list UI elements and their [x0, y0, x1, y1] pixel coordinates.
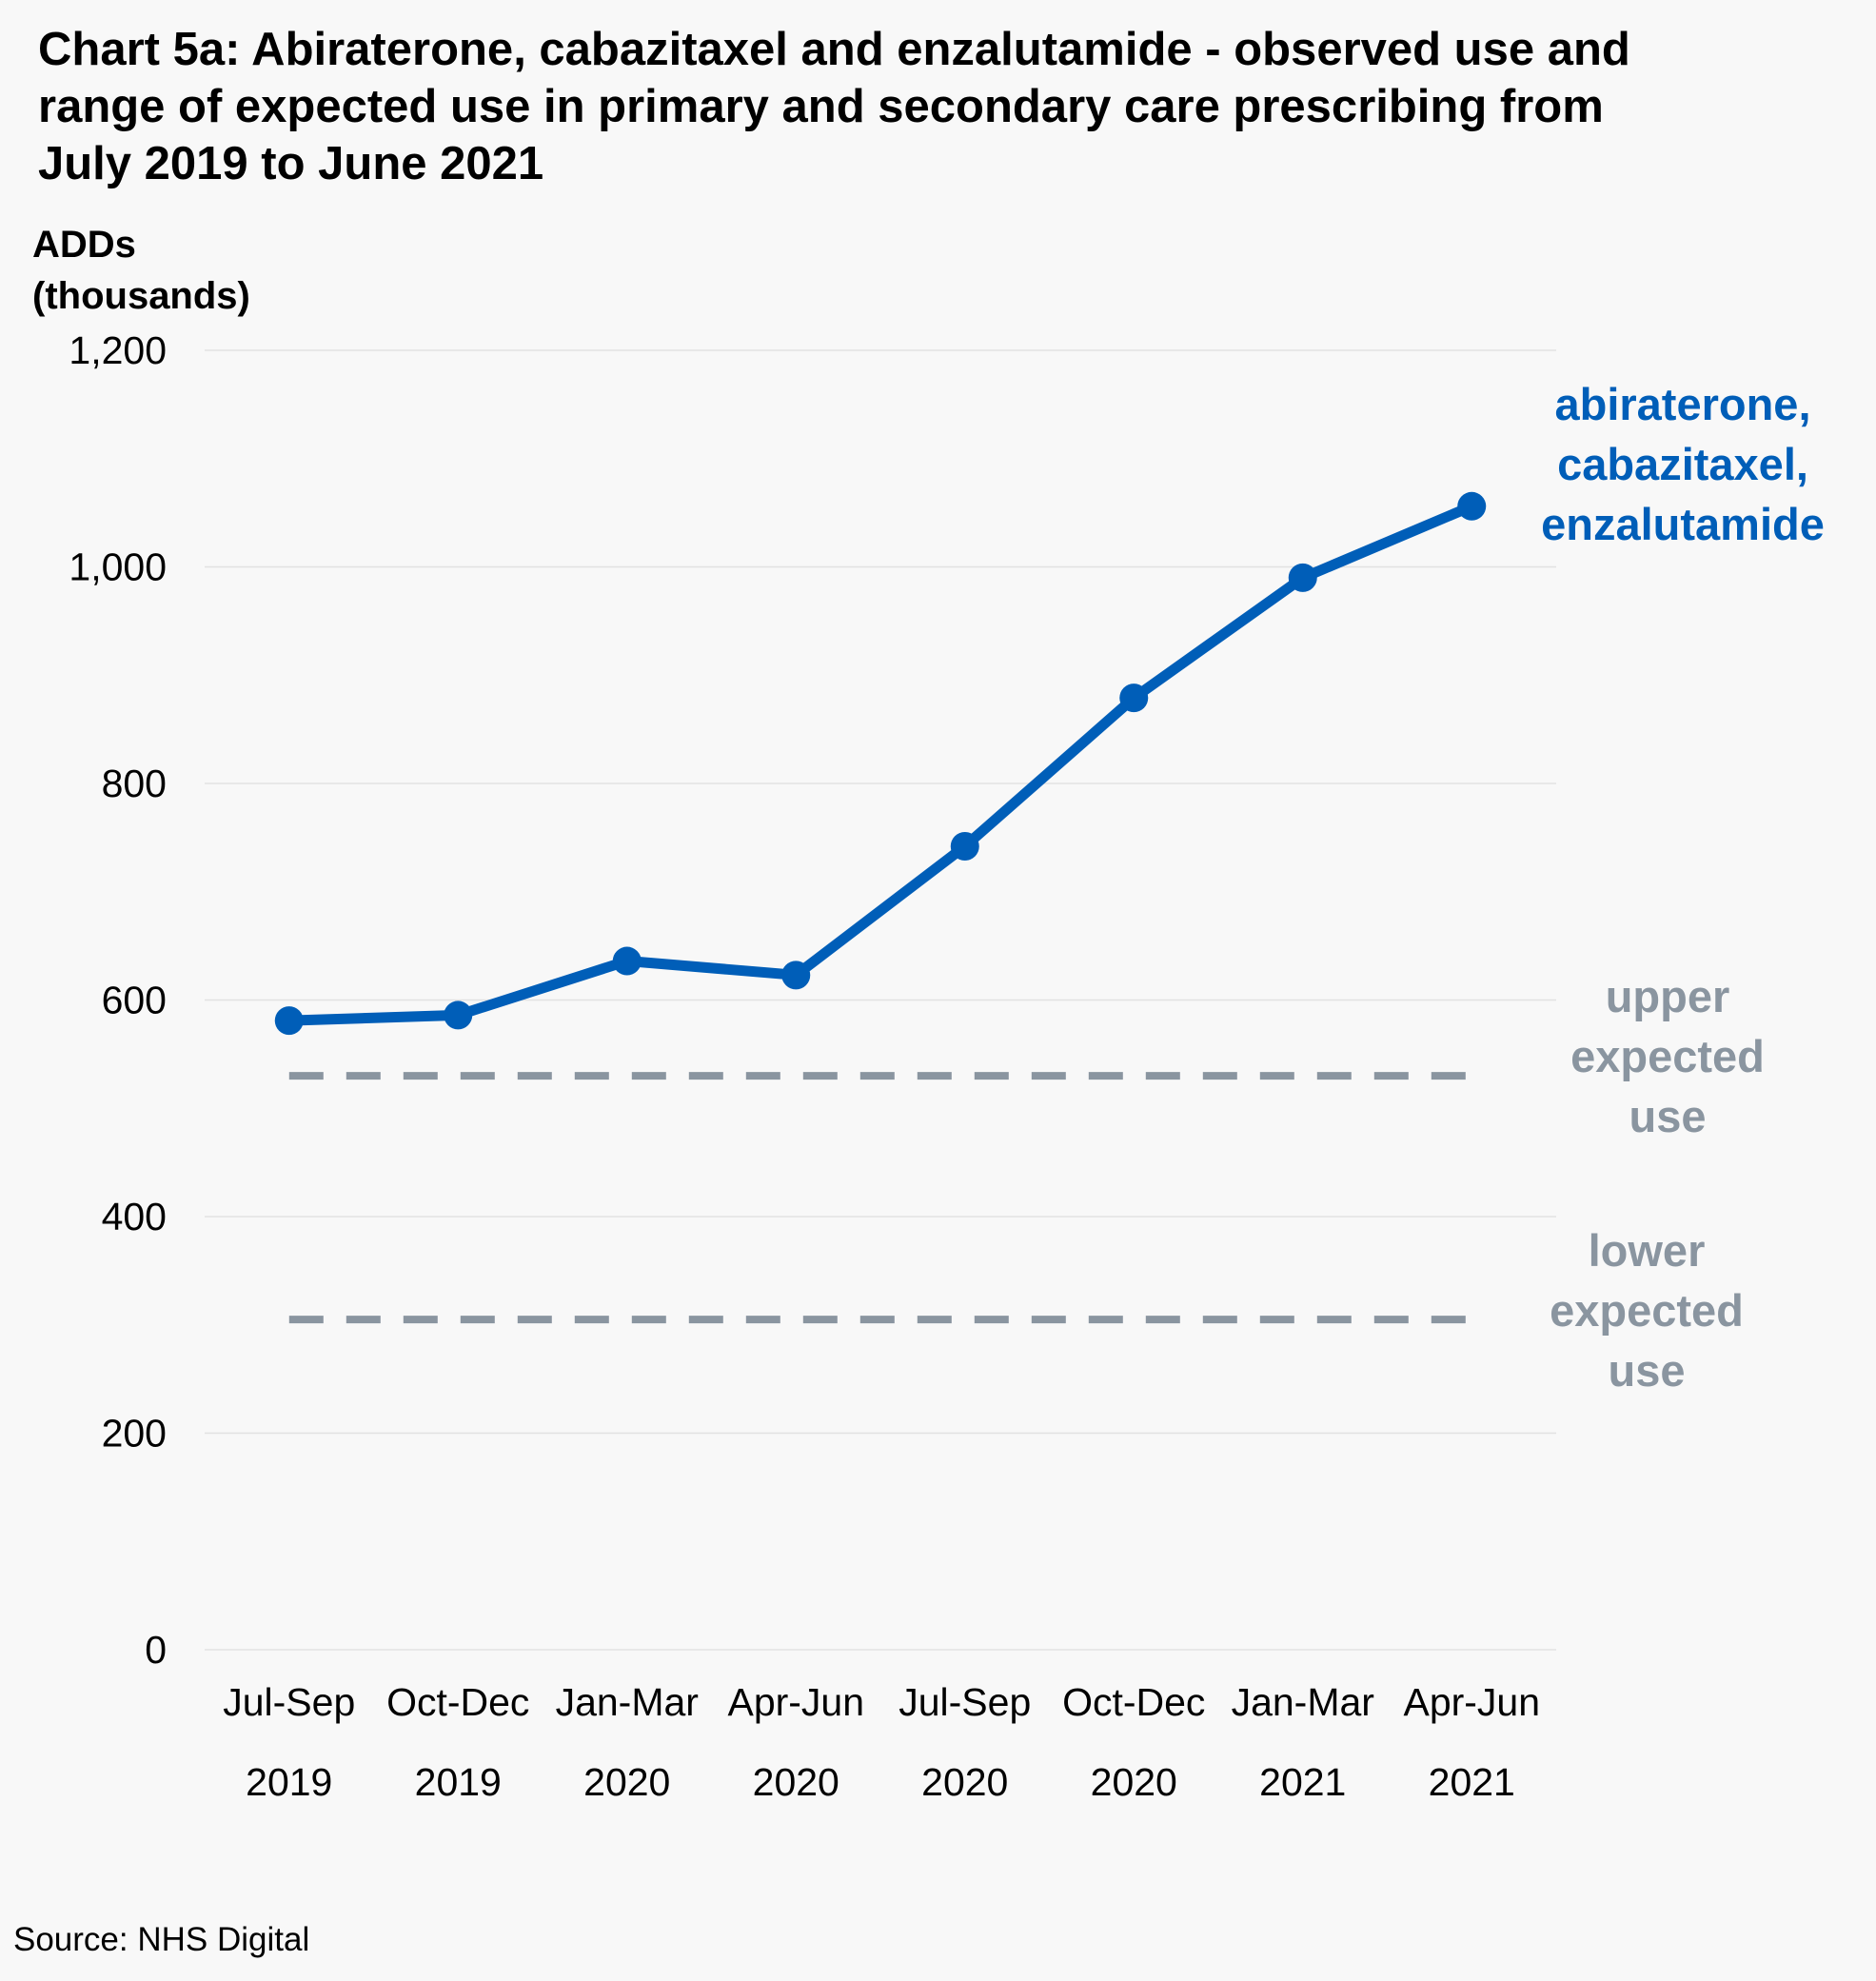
- data-point: [444, 1000, 473, 1030]
- observed-use-line: [288, 501, 1474, 1026]
- series-label: abiraterone,: [1554, 379, 1810, 429]
- y-axis-label-line: (thousands): [32, 275, 250, 317]
- source-note: Source: NHS Digital: [13, 1921, 310, 1958]
- x-tick-label: Apr-Jun: [727, 1680, 864, 1724]
- x-tick-label: 2021: [1259, 1760, 1346, 1804]
- data-point: [1119, 683, 1149, 713]
- x-tick-label: 2020: [1091, 1760, 1177, 1804]
- data-point: [1288, 563, 1317, 592]
- series-label: lower: [1589, 1225, 1706, 1276]
- series-label: cabazitaxel,: [1557, 439, 1808, 489]
- data-point: [950, 831, 979, 861]
- x-tick-label: 2019: [415, 1760, 502, 1804]
- x-tick-label: Oct-Dec: [1062, 1680, 1205, 1724]
- x-tick-label: Jul-Sep: [223, 1680, 355, 1724]
- data-point: [612, 946, 642, 976]
- x-tick-label: Apr-Jun: [1403, 1680, 1540, 1724]
- series-label: expected: [1570, 1031, 1765, 1081]
- x-tick-label: 2019: [246, 1760, 332, 1804]
- title-line: range of expected use in primary and sec…: [38, 81, 1604, 132]
- y-tick-label: 400: [102, 1195, 167, 1238]
- series-label: upper: [1606, 971, 1730, 1021]
- x-axis-ticks: Jul-Sep 2019 Oct-Dec 2019 Jan-Mar 2020 Apr-Jun…: [223, 1680, 1540, 1804]
- chart-title: Chart 5a: Abiraterone, cabazitaxel and e…: [38, 21, 1846, 192]
- y-tick-label: 800: [102, 762, 167, 805]
- x-tick-label: 2020: [583, 1760, 670, 1804]
- x-tick-label: Oct-Dec: [386, 1680, 529, 1724]
- y-tick-label: 0: [145, 1628, 167, 1672]
- data-point: [1457, 491, 1487, 521]
- series-label: enzalutamide: [1541, 499, 1825, 549]
- data-point: [781, 961, 811, 990]
- y-tick-label: 200: [102, 1412, 167, 1456]
- y-tick-label: 1,000: [69, 545, 167, 589]
- x-tick-label: 2021: [1429, 1760, 1515, 1804]
- data-point: [274, 1006, 304, 1036]
- x-tick-label: Jul-Sep: [899, 1680, 1031, 1724]
- series-label: use: [1629, 1091, 1707, 1141]
- title-line: July 2019 to June 2021: [38, 138, 544, 189]
- y-tick-label: 600: [102, 979, 167, 1022]
- x-tick-label: 2020: [753, 1760, 839, 1804]
- series-label: use: [1609, 1345, 1686, 1396]
- gridlines: [205, 349, 1556, 1651]
- y-axis-label-line: ADDs: [32, 224, 136, 266]
- y-axis-ticks: 0 200 400 600 800 1,000 1,200: [69, 328, 167, 1672]
- x-tick-label: Jan-Mar: [1232, 1680, 1374, 1724]
- series-labels: abiraterone, cabazitaxel, enzalutamide uppe…: [1541, 379, 1825, 1396]
- x-tick-label: Jan-Mar: [556, 1680, 699, 1724]
- x-tick-label: 2020: [921, 1760, 1008, 1804]
- title-line: Chart 5a: Abiraterone, cabazitaxel and e…: [38, 24, 1630, 75]
- series-label: expected: [1550, 1285, 1744, 1336]
- y-axis-label: ADDs (thousands): [32, 219, 250, 322]
- series-group: [274, 491, 1487, 1324]
- y-tick-label: 1,200: [69, 328, 167, 372]
